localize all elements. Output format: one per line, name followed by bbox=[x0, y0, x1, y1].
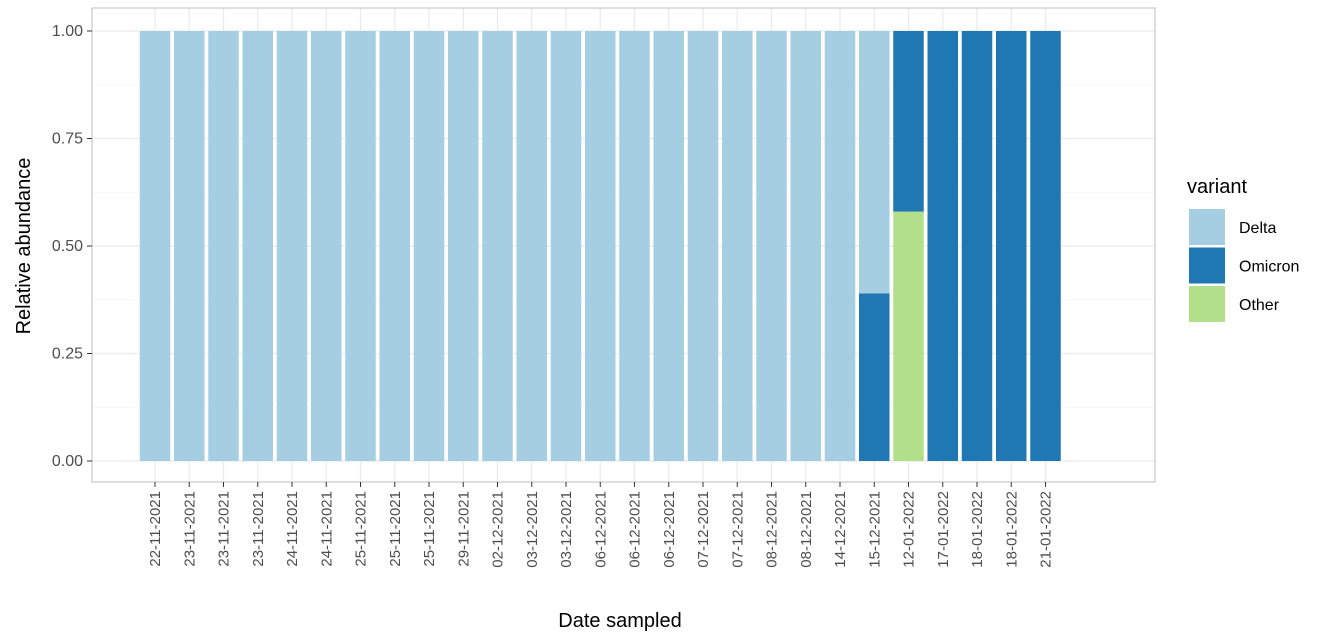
x-tick-label: 25-11-2021 bbox=[353, 491, 370, 567]
bar-delta bbox=[242, 31, 273, 461]
x-axis: 22-11-2021 23-11-2021 23-11-2021 23-11-2021… bbox=[147, 482, 1055, 568]
y-tick-label: 1.00 bbox=[52, 23, 83, 40]
bar-delta bbox=[345, 31, 376, 461]
legend-title: variant bbox=[1187, 176, 1247, 198]
bar-delta bbox=[550, 31, 582, 461]
x-tick-label: 18-01-2022 bbox=[1003, 491, 1020, 568]
bars bbox=[139, 31, 1061, 461]
x-tick-label: 07-12-2021 bbox=[729, 491, 746, 568]
bar-delta bbox=[311, 31, 342, 461]
bar-omicron bbox=[859, 293, 890, 461]
x-tick-label: 08-12-2021 bbox=[798, 491, 815, 568]
bar-delta bbox=[619, 31, 650, 461]
bar-omicron bbox=[927, 31, 958, 461]
y-tick-label: 0.75 bbox=[52, 131, 83, 148]
y-axis-title: Relative abundance bbox=[13, 158, 35, 335]
bar-omicron bbox=[1030, 31, 1061, 461]
bar-delta bbox=[276, 31, 308, 461]
x-tick-label: 14-12-2021 bbox=[832, 491, 849, 568]
x-tick-label: 12-01-2022 bbox=[901, 491, 918, 568]
bar-delta bbox=[687, 31, 719, 461]
x-tick-label: 23-11-2021 bbox=[181, 491, 198, 567]
x-axis-title: Date sampled bbox=[558, 610, 681, 632]
bar-delta bbox=[139, 31, 171, 461]
legend-key-delta bbox=[1189, 209, 1225, 245]
x-tick-label: 06-12-2021 bbox=[627, 491, 644, 568]
x-tick-label: 06-12-2021 bbox=[592, 491, 609, 568]
x-tick-label: 15-12-2021 bbox=[866, 491, 883, 568]
bar-delta bbox=[482, 31, 513, 461]
bar-delta bbox=[756, 31, 787, 461]
y-axis: 0.00 0.25 0.50 0.75 1.00 bbox=[52, 23, 92, 470]
x-tick-label: 18-01-2022 bbox=[969, 491, 986, 568]
legend-label-omicron: Omicron bbox=[1239, 259, 1299, 276]
x-tick-label: 23-11-2021 bbox=[216, 491, 233, 567]
y-tick-label: 0.50 bbox=[52, 238, 83, 255]
bar-delta bbox=[653, 31, 684, 461]
bar-delta bbox=[413, 31, 445, 461]
bar-delta bbox=[516, 31, 547, 461]
bar-delta bbox=[859, 31, 890, 294]
bar-omicron bbox=[996, 31, 1027, 461]
bar-delta bbox=[208, 31, 239, 461]
x-tick-label: 24-11-2021 bbox=[318, 491, 335, 567]
bar-delta bbox=[379, 31, 410, 461]
x-tick-label: 23-11-2021 bbox=[250, 491, 267, 567]
x-tick-label: 24-11-2021 bbox=[284, 491, 301, 567]
y-tick-label: 0.25 bbox=[52, 346, 83, 363]
x-tick-label: 03-12-2021 bbox=[558, 491, 575, 568]
legend-key-omicron bbox=[1189, 247, 1225, 284]
panel-border bbox=[91, 7, 1156, 483]
bar-omicron bbox=[893, 31, 924, 212]
x-tick-label: 06-12-2021 bbox=[661, 491, 678, 568]
bar-delta bbox=[824, 31, 856, 461]
legend-label-delta: Delta bbox=[1239, 220, 1276, 237]
x-tick-label: 25-11-2021 bbox=[421, 491, 438, 567]
bar-delta bbox=[448, 31, 479, 461]
bar-delta bbox=[722, 31, 753, 461]
x-tick-label: 08-12-2021 bbox=[764, 491, 781, 568]
x-tick-label: 03-12-2021 bbox=[524, 491, 541, 568]
x-tick-label: 02-12-2021 bbox=[490, 491, 507, 568]
x-tick-label: 25-11-2021 bbox=[387, 491, 404, 567]
legend-label-other: Other bbox=[1239, 297, 1280, 314]
x-tick-label: 29-11-2021 bbox=[455, 491, 472, 567]
legend: variant Delta Omicron Other bbox=[1187, 176, 1299, 322]
bar-omicron bbox=[961, 31, 993, 461]
bar-delta bbox=[585, 31, 616, 461]
x-tick-label: 21-01-2022 bbox=[1038, 491, 1055, 568]
x-tick-label: 07-12-2021 bbox=[695, 491, 712, 568]
bar-other bbox=[893, 211, 924, 461]
legend-key-other bbox=[1189, 286, 1225, 322]
y-tick-label: 0.00 bbox=[52, 453, 83, 470]
x-tick-label: 17-01-2022 bbox=[935, 491, 952, 568]
bar-delta bbox=[790, 31, 821, 461]
bar-delta bbox=[174, 31, 205, 461]
x-tick-label: 22-11-2021 bbox=[147, 491, 164, 567]
